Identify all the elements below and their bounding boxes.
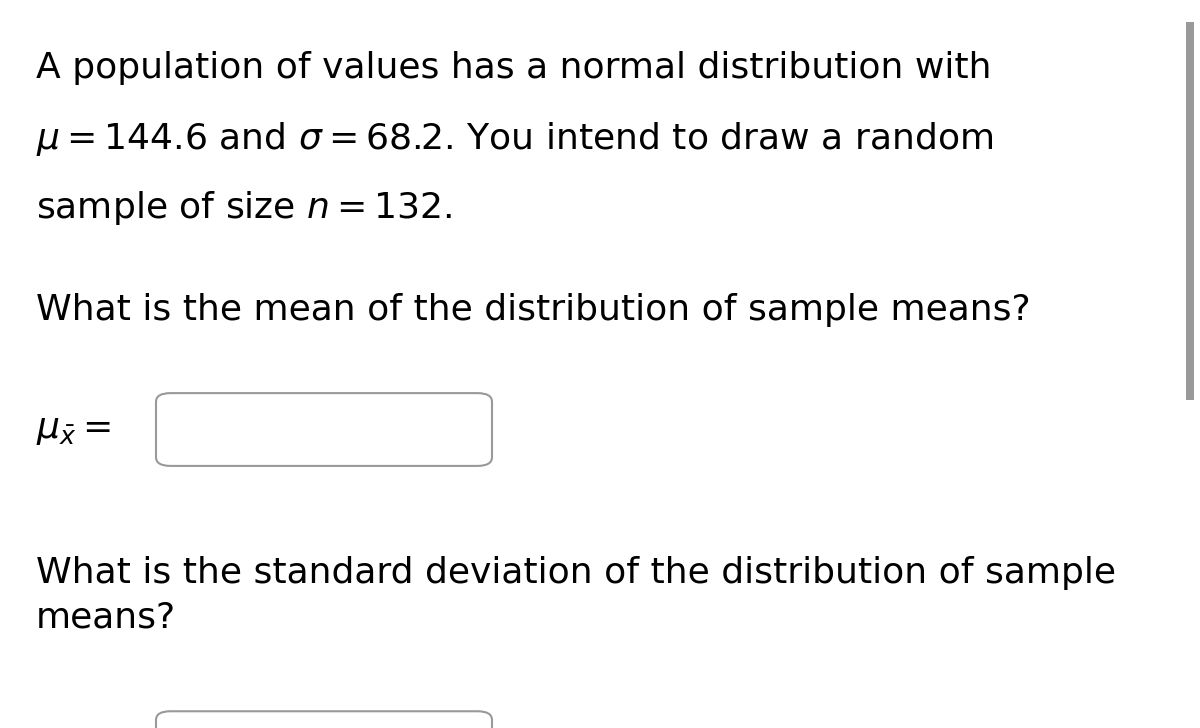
Text: $\mu = 144.6$ and $\sigma = 68.2$. You intend to draw a random: $\mu = 144.6$ and $\sigma = 68.2$. You i…: [36, 120, 994, 158]
Text: A population of values has a normal distribution with: A population of values has a normal dist…: [36, 51, 991, 85]
Text: What is the mean of the distribution of sample means?: What is the mean of the distribution of …: [36, 293, 1031, 327]
Text: What is the standard deviation of the distribution of sample
means?: What is the standard deviation of the di…: [36, 556, 1116, 635]
Bar: [1186, 22, 1194, 400]
Text: $\mu_{\bar{x}} =$: $\mu_{\bar{x}} =$: [36, 413, 110, 446]
FancyBboxPatch shape: [156, 711, 492, 728]
FancyBboxPatch shape: [156, 393, 492, 466]
Text: sample of size $n = 132$.: sample of size $n = 132$.: [36, 189, 452, 227]
